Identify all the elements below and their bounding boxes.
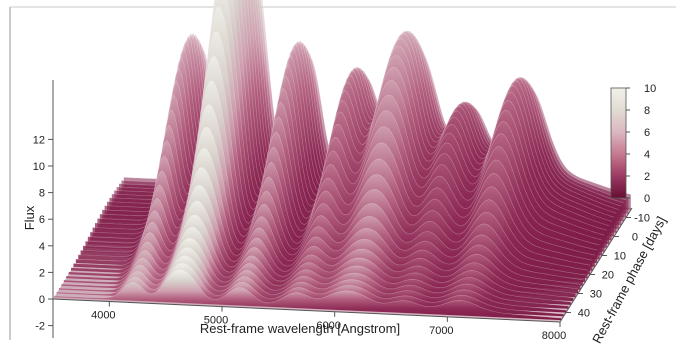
colorbar-tick-label: 0: [644, 193, 650, 205]
y-tick-label: -10: [634, 213, 650, 225]
phase-slice-ridge: [85, 80, 593, 261]
z-tick-label: 12: [33, 134, 45, 146]
phase-slice-ridge: [114, 0, 622, 207]
phase-slice-ridge: [94, 0, 603, 241]
phase-slice-ridge: [97, 0, 605, 236]
y-axis-line: [559, 207, 633, 323]
y-tick-label: 30: [590, 289, 602, 301]
x-axis-ticks: 4000 5000 6000 7000 8000: [91, 301, 566, 342]
z-tick-label: 8: [39, 188, 45, 200]
colorbar-tick-label: 6: [644, 127, 650, 139]
x-tick-label: 5000: [204, 315, 228, 327]
phase-slice-ridge: [90, 30, 598, 251]
phase-slice-ridge: [68, 214, 576, 294]
x-axis-line: [52, 298, 561, 323]
colorbar: 0 2 4 6 8 10: [610, 83, 656, 205]
x-tick-label: 8000: [542, 330, 566, 342]
y-tick-label: 40: [578, 308, 590, 320]
colorbar-tick-label: 10: [644, 83, 656, 95]
colorbar-tick-label: 8: [644, 105, 650, 117]
z-tick-label: 10: [33, 161, 45, 173]
x-axis: 4000 5000 6000 7000 8000 Rest-frame waveleng…: [52, 298, 566, 342]
phase-slice-ridge: [63, 237, 571, 303]
x-tick-label: 6000: [316, 320, 340, 332]
phase-slice-ridge: [61, 247, 569, 307]
x-axis-label: Rest-frame wavelength [Angstrom]: [200, 321, 400, 336]
phase-slice-ridge: [116, 0, 624, 204]
phase-slice-ridge: [111, 0, 619, 210]
phase-slice-ridge: [54, 269, 562, 319]
z-tick-label: 0: [39, 294, 45, 306]
phase-slice-ridge: [56, 262, 564, 315]
phase-slice-ridge: [118, 0, 627, 201]
x-tick-label: 7000: [429, 325, 453, 337]
phase-slice-ridge: [106, 0, 615, 218]
phase-slice-ridge: [102, 0, 610, 226]
z-axis-label: Flux: [22, 205, 37, 230]
phase-slice-ridge: [92, 6, 600, 246]
z-axis: -2 0 2 4 6 8 10 12 Flux: [22, 80, 54, 338]
y-tick-label: 10: [614, 251, 626, 263]
z-axis-ticks: -2 0 2 4 6 8 10 12: [33, 134, 53, 333]
phase-slice-ridge: [109, 0, 617, 214]
phase-slice-ridge: [80, 126, 588, 271]
x-tick-label: 4000: [91, 310, 115, 322]
y-tick-label: 20: [602, 270, 614, 282]
phase-slice-ridge: [121, 0, 629, 198]
phase-slice-ridge: [104, 0, 612, 222]
y-tick-label: 0: [632, 232, 638, 244]
colorbar-tick-label: 4: [644, 149, 650, 161]
phase-slice-ridge: [82, 103, 591, 266]
colorbar-ticks: 0 2 4 6 8 10: [626, 83, 656, 205]
phase-slice-ridge: [99, 0, 607, 231]
z-tick-label: 4: [39, 241, 45, 253]
phase-slice: [54, 269, 562, 321]
spectral-surface: [53, 0, 632, 322]
phase-slice-ridge: [73, 184, 581, 285]
phase-slice-ridge: [87, 55, 595, 256]
phase-slice-ridge: [58, 255, 567, 311]
colorbar-tick-label: 2: [644, 171, 650, 183]
phase-slice-ridge: [75, 167, 583, 280]
phase-slice-ridge: [70, 200, 579, 290]
z-tick-label: 6: [39, 214, 45, 226]
colorbar-gradient: [610, 87, 627, 199]
z-tick-label: 2: [39, 267, 45, 279]
z-tick-label: -2: [35, 321, 45, 333]
phase-slice-ridge: [66, 226, 574, 298]
phase-slice-ridge: [78, 147, 586, 276]
